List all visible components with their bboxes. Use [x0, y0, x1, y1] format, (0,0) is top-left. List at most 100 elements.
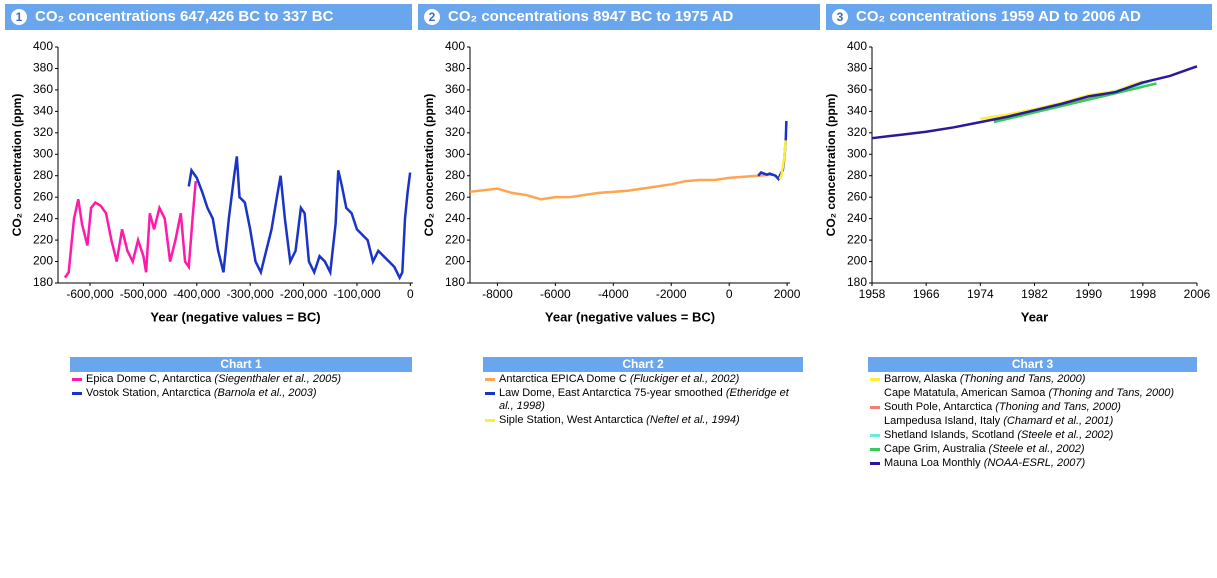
legend-citation: (Chamard et al., 2001) [1003, 415, 1114, 427]
legend-citation: (Thoning and Tans, 2000) [959, 373, 1086, 385]
title-bar [5, 4, 412, 30]
x-tick-label: 0 [407, 287, 414, 301]
y-tick-label: 280 [33, 168, 53, 182]
y-tick-label: 280 [847, 168, 867, 182]
legend-entry: Mauna Loa Monthly (NOAA-ESRL, 2007) [868, 457, 1197, 470]
y-tick-label: 260 [445, 189, 465, 203]
x-tick-label: -100,000 [333, 287, 381, 301]
y-tick-label: 200 [33, 254, 53, 268]
y-tick-label: 200 [847, 254, 867, 268]
y-tick-label: 380 [445, 61, 465, 75]
y-tick-label: 320 [33, 125, 53, 139]
legend-name: Mauna Loa Monthly [884, 457, 981, 469]
y-tick-label: 260 [33, 189, 53, 203]
y-tick-label: 380 [33, 61, 53, 75]
data-line [980, 80, 1144, 121]
legend-name: Barrow, Alaska [884, 373, 957, 385]
y-tick-label: 400 [445, 39, 465, 53]
legend-citation: (NOAA-ESRL, 2007) [983, 457, 1086, 469]
legend-name: Siple Station, West Antarctica [499, 414, 644, 426]
y-tick-label: 340 [847, 104, 867, 118]
legend-name: Cape Grim, Australia [884, 443, 986, 455]
y-tick-label: 220 [33, 232, 53, 246]
y-axis-label: CO₂ concentration (ppm) [824, 94, 838, 237]
y-tick-label: 300 [445, 146, 465, 160]
legend-citation: (Thoning and Tans, 2000) [995, 401, 1121, 413]
x-tick-label: 1998 [1129, 287, 1156, 301]
data-line [871, 65, 1198, 140]
x-axis-label: Year (negative values = BC) [150, 309, 320, 324]
data-line [993, 82, 1157, 124]
x-tick-label: -8000 [482, 287, 513, 301]
legend-citation: (Fluckiger et al., 2002) [629, 373, 740, 385]
x-tick-label: 1974 [967, 287, 994, 301]
legend-name: Lampedusa Island, Italy [884, 415, 1001, 427]
legend-swatch [870, 420, 880, 423]
legend-swatch [870, 434, 880, 437]
legend-swatch [485, 392, 495, 395]
y-tick-label: 300 [33, 146, 53, 160]
x-tick-label: -200,000 [280, 287, 328, 301]
y-tick-label: 280 [445, 168, 465, 182]
y-tick-label: 320 [445, 125, 465, 139]
legend-citation: (Siegenthaler et al., 2005) [214, 373, 341, 385]
legend-name: Antarctica EPICA Dome C [499, 373, 627, 385]
legend-citation: (Steele et al., 2002) [1017, 429, 1114, 441]
y-tick-label: 380 [847, 61, 867, 75]
x-tick-label: -2000 [656, 287, 687, 301]
legend-entry: Cape Matatula, American Samoa (Thoning a… [868, 387, 1197, 400]
y-tick-label: 260 [847, 189, 867, 203]
title-bar [826, 4, 1212, 30]
legend-name: Epica Dome C, Antarctica [86, 373, 212, 385]
x-tick-label: 2000 [774, 287, 801, 301]
y-tick-label: 400 [847, 39, 867, 53]
legend-name: Vostok Station, Antarctica [86, 387, 211, 399]
legend-entry: Epica Dome C, Antarctica (Siegenthaler e… [70, 373, 412, 386]
legend-entry: Law Dome, East Antarctica 75-year smooth… [483, 387, 803, 413]
x-tick-label: 1990 [1075, 287, 1102, 301]
legend-entry: South Pole, Antarctica (Thoning and Tans… [868, 401, 1197, 414]
y-axis-label: CO₂ concentration (ppm) [422, 94, 436, 237]
legend-entry: Antarctica EPICA Dome C (Fluckiger et al… [483, 373, 803, 386]
legend-entry: Vostok Station, Antarctica (Barnola et a… [70, 387, 412, 400]
legend-swatch [870, 448, 880, 451]
legend-entry: Shetland Islands, Scotland (Steele et al… [868, 429, 1197, 442]
legend: Chart 2 Antarctica EPICA Dome C (Fluckige… [483, 357, 803, 427]
legend-entry: Barrow, Alaska (Thoning and Tans, 2000) [868, 373, 1197, 386]
data-line [469, 173, 773, 201]
legend-title: Chart 1 [70, 357, 412, 372]
title-bar [418, 4, 820, 30]
legend-citation: (Barnola et al., 2003) [213, 387, 317, 399]
legend-swatch [870, 378, 880, 381]
x-tick-label: 2006 [1184, 287, 1211, 301]
y-tick-label: 360 [847, 82, 867, 96]
legend-swatch [485, 419, 495, 422]
chart-title: CO₂ concentrations 647,426 BC to 337 BC [35, 8, 334, 25]
chart-title: CO₂ concentrations 1959 AD to 2006 AD [856, 8, 1141, 25]
x-tick-label: 1958 [859, 287, 886, 301]
legend-name: Law Dome, East Antarctica 75-year smooth… [499, 387, 723, 399]
panel-label: 2 [429, 10, 436, 24]
x-tick-label: -600,000 [66, 287, 114, 301]
x-tick-label: -500,000 [120, 287, 168, 301]
legend-swatch [870, 392, 880, 395]
y-tick-label: 400 [33, 39, 53, 53]
x-tick-label: 1982 [1021, 287, 1048, 301]
legend-swatch [72, 378, 82, 381]
y-axis-label: CO₂ concentration (ppm) [10, 94, 24, 237]
y-tick-label: 320 [847, 125, 867, 139]
y-tick-label: 340 [445, 104, 465, 118]
legend-swatch [870, 406, 880, 409]
data-line [778, 140, 787, 180]
x-tick-label: -400,000 [173, 287, 221, 301]
panel-badge [424, 9, 440, 25]
legend-title: Chart 2 [483, 357, 803, 372]
panel-label: 3 [837, 10, 844, 24]
legend-title: Chart 3 [868, 357, 1197, 372]
legend-entry: Lampedusa Island, Italy (Chamard et al.,… [868, 415, 1197, 428]
y-tick-label: 180 [33, 275, 53, 289]
chart-title: CO₂ concentrations 8947 BC to 1975 AD [448, 8, 734, 25]
x-tick-label: -4000 [598, 287, 629, 301]
y-tick-label: 240 [445, 211, 465, 225]
